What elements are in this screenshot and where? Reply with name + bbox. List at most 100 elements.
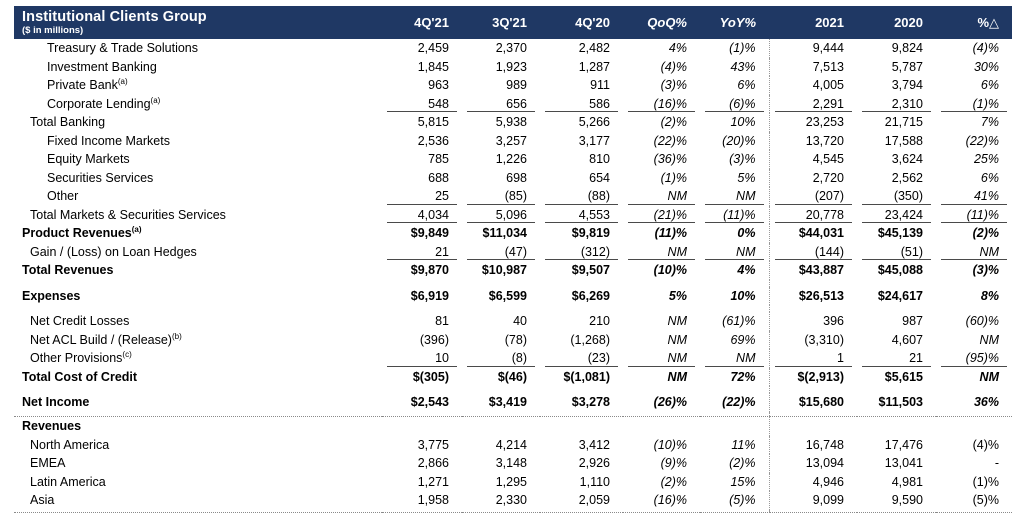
cell-qoq-pct: (2)% bbox=[660, 474, 687, 489]
divider-cell bbox=[14, 305, 382, 312]
cell-q3-21: $(46) bbox=[497, 369, 527, 384]
cell-qoq-pct: (21)% bbox=[623, 206, 700, 225]
cell-pct-delta: (4)% bbox=[972, 41, 999, 55]
header-band: Institutional Clients Group ($ in millio… bbox=[14, 6, 1012, 39]
cell-pct-delta: (5)% bbox=[972, 493, 999, 507]
divider-cell bbox=[382, 280, 462, 287]
column-header-qoq-pct: QoQ% bbox=[623, 6, 700, 39]
divider-cell bbox=[14, 386, 382, 393]
table-row: Corporate Lending(a) 548 656 586 (16)% (6)% 2,… bbox=[14, 94, 1012, 114]
cell-qoq-pct: NM bbox=[667, 369, 687, 384]
cell-q4-21: $2,543 bbox=[410, 395, 449, 409]
cell-fy-2021: $26,513 bbox=[768, 286, 857, 305]
table-row: Net Income $2,543 $3,419 $3,278 (26)% (22)% $1… bbox=[14, 393, 1012, 412]
cell-pct-delta: 6% bbox=[980, 170, 999, 185]
cell-fy-2021: 9,099 bbox=[768, 491, 857, 510]
divider-cell bbox=[623, 280, 700, 287]
cell-q4-20: 1,287 bbox=[578, 59, 610, 74]
cell-qoq-pct: NM bbox=[623, 187, 700, 206]
divider-cell bbox=[700, 305, 769, 312]
column-header-fy-2021: 2021 bbox=[769, 6, 857, 39]
cell-fy-2020: 4,981 bbox=[891, 474, 923, 489]
cell-q4-21: (396) bbox=[419, 332, 449, 347]
divider-cell bbox=[382, 305, 462, 312]
divider-cell bbox=[623, 386, 700, 393]
cell-yoy-pct: (2)% bbox=[729, 456, 756, 470]
cell-q4-20: $3,278 bbox=[571, 395, 610, 409]
cell-yoy-pct: NM bbox=[700, 349, 769, 368]
cell-fy-2021: 4,545 bbox=[768, 150, 857, 169]
cell-fy-2021: 396 bbox=[768, 312, 857, 331]
spacer-row bbox=[14, 279, 1012, 287]
cell-yoy-pct bbox=[700, 417, 769, 436]
row-label: Other bbox=[47, 189, 79, 203]
cell-fy-2021: 23,253 bbox=[768, 113, 857, 132]
cell-qoq-pct: (1)% bbox=[660, 170, 687, 185]
spacer-row bbox=[14, 386, 1012, 393]
table-row: Equity Markets 785 1,226 810 (36)% (3)% 4,545 3… bbox=[14, 150, 1012, 169]
cell-qoq-pct: (2)% bbox=[660, 115, 687, 129]
cell-q4-20: $6,269 bbox=[571, 288, 610, 303]
table-row: Fixed Income Markets 2,536 3,257 3,177 (22)%… bbox=[14, 131, 1012, 150]
cell-fy-2020: $11,503 bbox=[878, 395, 924, 409]
cell-yoy-pct: (22)% bbox=[722, 395, 756, 409]
cell-q4-21: 1,958 bbox=[417, 493, 449, 507]
cell-pct-delta: 36% bbox=[973, 395, 999, 409]
row-label: Asia bbox=[30, 493, 55, 507]
cell-q4-21: 548 bbox=[382, 95, 462, 114]
table-row: EMEA 2,866 3,148 2,926 (9)% (2)% 13,094 13,041 - bbox=[14, 454, 1012, 473]
divider-cell bbox=[623, 509, 700, 513]
cell-fy-2020: 2,310 bbox=[857, 95, 936, 114]
row-label: Fixed Income Markets bbox=[47, 133, 170, 148]
cell-fy-2021: $15,680 bbox=[768, 393, 857, 412]
cell-yoy-pct: 10% bbox=[730, 288, 756, 303]
cell-q3-21: $11,034 bbox=[482, 226, 528, 240]
table-row: Product Revenues(a) $9,849 $11,034 $9,819 (1… bbox=[14, 224, 1012, 243]
cell-qoq-pct: NM bbox=[667, 314, 687, 328]
cell-q3-21: 1,226 bbox=[495, 152, 527, 166]
row-label: Expenses bbox=[22, 288, 81, 303]
cell-qoq-pct: (22)% bbox=[653, 133, 687, 148]
cell-fy-2020: (350) bbox=[857, 187, 936, 206]
table-row: Net ACL Build / (Release)(b) (396) (78) (1,… bbox=[14, 330, 1012, 349]
footnote-marker: (a) bbox=[131, 224, 142, 234]
cell-pct-delta: NM bbox=[979, 369, 999, 384]
row-label: Net Credit Losses bbox=[30, 314, 130, 328]
spacer-row bbox=[14, 305, 1012, 312]
table-row: Revenues bbox=[14, 416, 1012, 436]
cell-q3-21: 698 bbox=[506, 170, 527, 185]
cell-pct-delta: (22)% bbox=[965, 133, 999, 148]
row-label: Equity Markets bbox=[47, 152, 130, 166]
cell-q4-20: (1,268) bbox=[570, 332, 610, 347]
cell-q4-21: 2,536 bbox=[417, 133, 449, 148]
cell-yoy-pct: (20)% bbox=[722, 133, 756, 148]
cell-fy-2020: $24,617 bbox=[877, 288, 923, 303]
cell-q4-21: 2,459 bbox=[417, 41, 449, 55]
footnote-marker: (c) bbox=[122, 349, 132, 359]
cell-q4-20: 586 bbox=[540, 95, 623, 114]
table-row: Gain / (Loss) on Loan Hedges 21 (47) (312) N… bbox=[14, 242, 1012, 261]
cell-pct-delta: NM bbox=[979, 332, 999, 347]
cell-qoq-pct: 4% bbox=[668, 41, 687, 55]
divider-cell bbox=[14, 280, 382, 287]
cell-pct-delta: (95)% bbox=[936, 349, 1012, 368]
table-row: Total Revenues $9,870 $10,987 $9,507 (10)% 4%… bbox=[14, 261, 1012, 280]
cell-yoy-pct: (11)% bbox=[700, 206, 769, 225]
cell-yoy-pct: 15% bbox=[730, 474, 756, 489]
cell-pct-delta: (11)% bbox=[936, 206, 1012, 225]
table-title-cell: Institutional Clients Group ($ in millio… bbox=[14, 6, 382, 39]
cell-pct-delta: (4)% bbox=[972, 437, 999, 452]
cell-qoq-pct: (10)% bbox=[653, 437, 687, 452]
cell-fy-2020: $5,615 bbox=[884, 369, 923, 384]
divider-cell bbox=[936, 386, 1012, 393]
cell-fy-2020: 3,624 bbox=[891, 152, 923, 166]
row-label: Securities Services bbox=[47, 170, 154, 185]
cell-q4-21: 963 bbox=[428, 78, 449, 92]
cell-fy-2020: $45,088 bbox=[877, 263, 923, 277]
cell-qoq-pct: (26)% bbox=[653, 395, 687, 409]
cell-fy-2021: (144) bbox=[768, 242, 857, 261]
cell-q4-20: 210 bbox=[589, 314, 610, 328]
row-label: Investment Banking bbox=[47, 59, 157, 74]
cell-yoy-pct: 4% bbox=[737, 263, 756, 277]
table-row: Other 25 (85) (88) NM NM (207) (350) 41% bbox=[14, 187, 1012, 206]
